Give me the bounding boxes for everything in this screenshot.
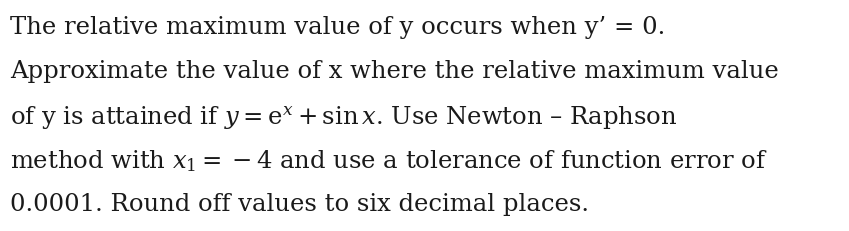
Text: Approximate the value of x where the relative maximum value: Approximate the value of x where the rel… [10, 60, 779, 83]
Text: 0.0001. Round off values to six decimal places.: 0.0001. Round off values to six decimal … [10, 192, 589, 215]
Text: The relative maximum value of y occurs when y’ = 0.: The relative maximum value of y occurs w… [10, 16, 666, 39]
Text: of y is attained if $y = \mathrm{e}^x + \sin x$. Use Newton – Raphson: of y is attained if $y = \mathrm{e}^x + … [10, 104, 678, 131]
Text: method with $x_1 = -4$ and use a tolerance of function error of: method with $x_1 = -4$ and use a toleran… [10, 148, 767, 174]
